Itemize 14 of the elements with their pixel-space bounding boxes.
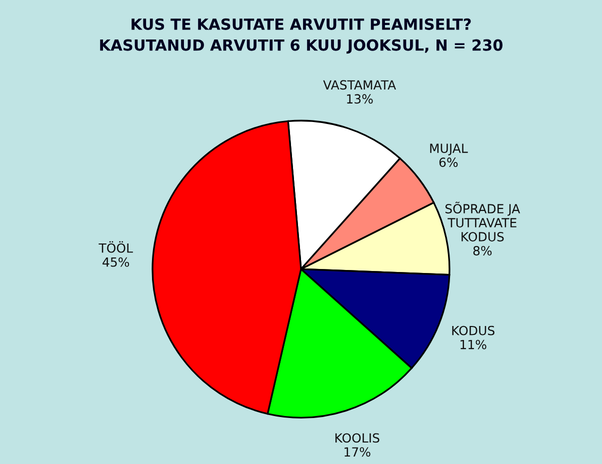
slice-label: MUJAL	[430, 144, 468, 156]
slice-label: KOOLIS	[335, 433, 380, 443]
slice-label: VASTAMATA	[323, 80, 396, 90]
data-label: 6%	[439, 158, 458, 168]
chart-title: KUS TE KASUTATE ARVUTIT PEAMISELT?	[132, 18, 471, 30]
slice-label: KODUS	[452, 326, 494, 336]
data-label: 13%	[347, 94, 373, 104]
slice-label: SÕPRADE JA TUTTAVATE KODUS	[445, 202, 520, 242]
slice-label: TÖÖL	[98, 241, 133, 253]
data-label: 11%	[460, 340, 486, 350]
chart-subtitle: KASUTANUD ARVUTIT 6 KUU JOOKSUL, N = 230	[100, 39, 503, 54]
data-label: 8%	[473, 246, 492, 256]
data-label: 17%	[344, 447, 370, 457]
data-label: 45%	[102, 257, 130, 267]
